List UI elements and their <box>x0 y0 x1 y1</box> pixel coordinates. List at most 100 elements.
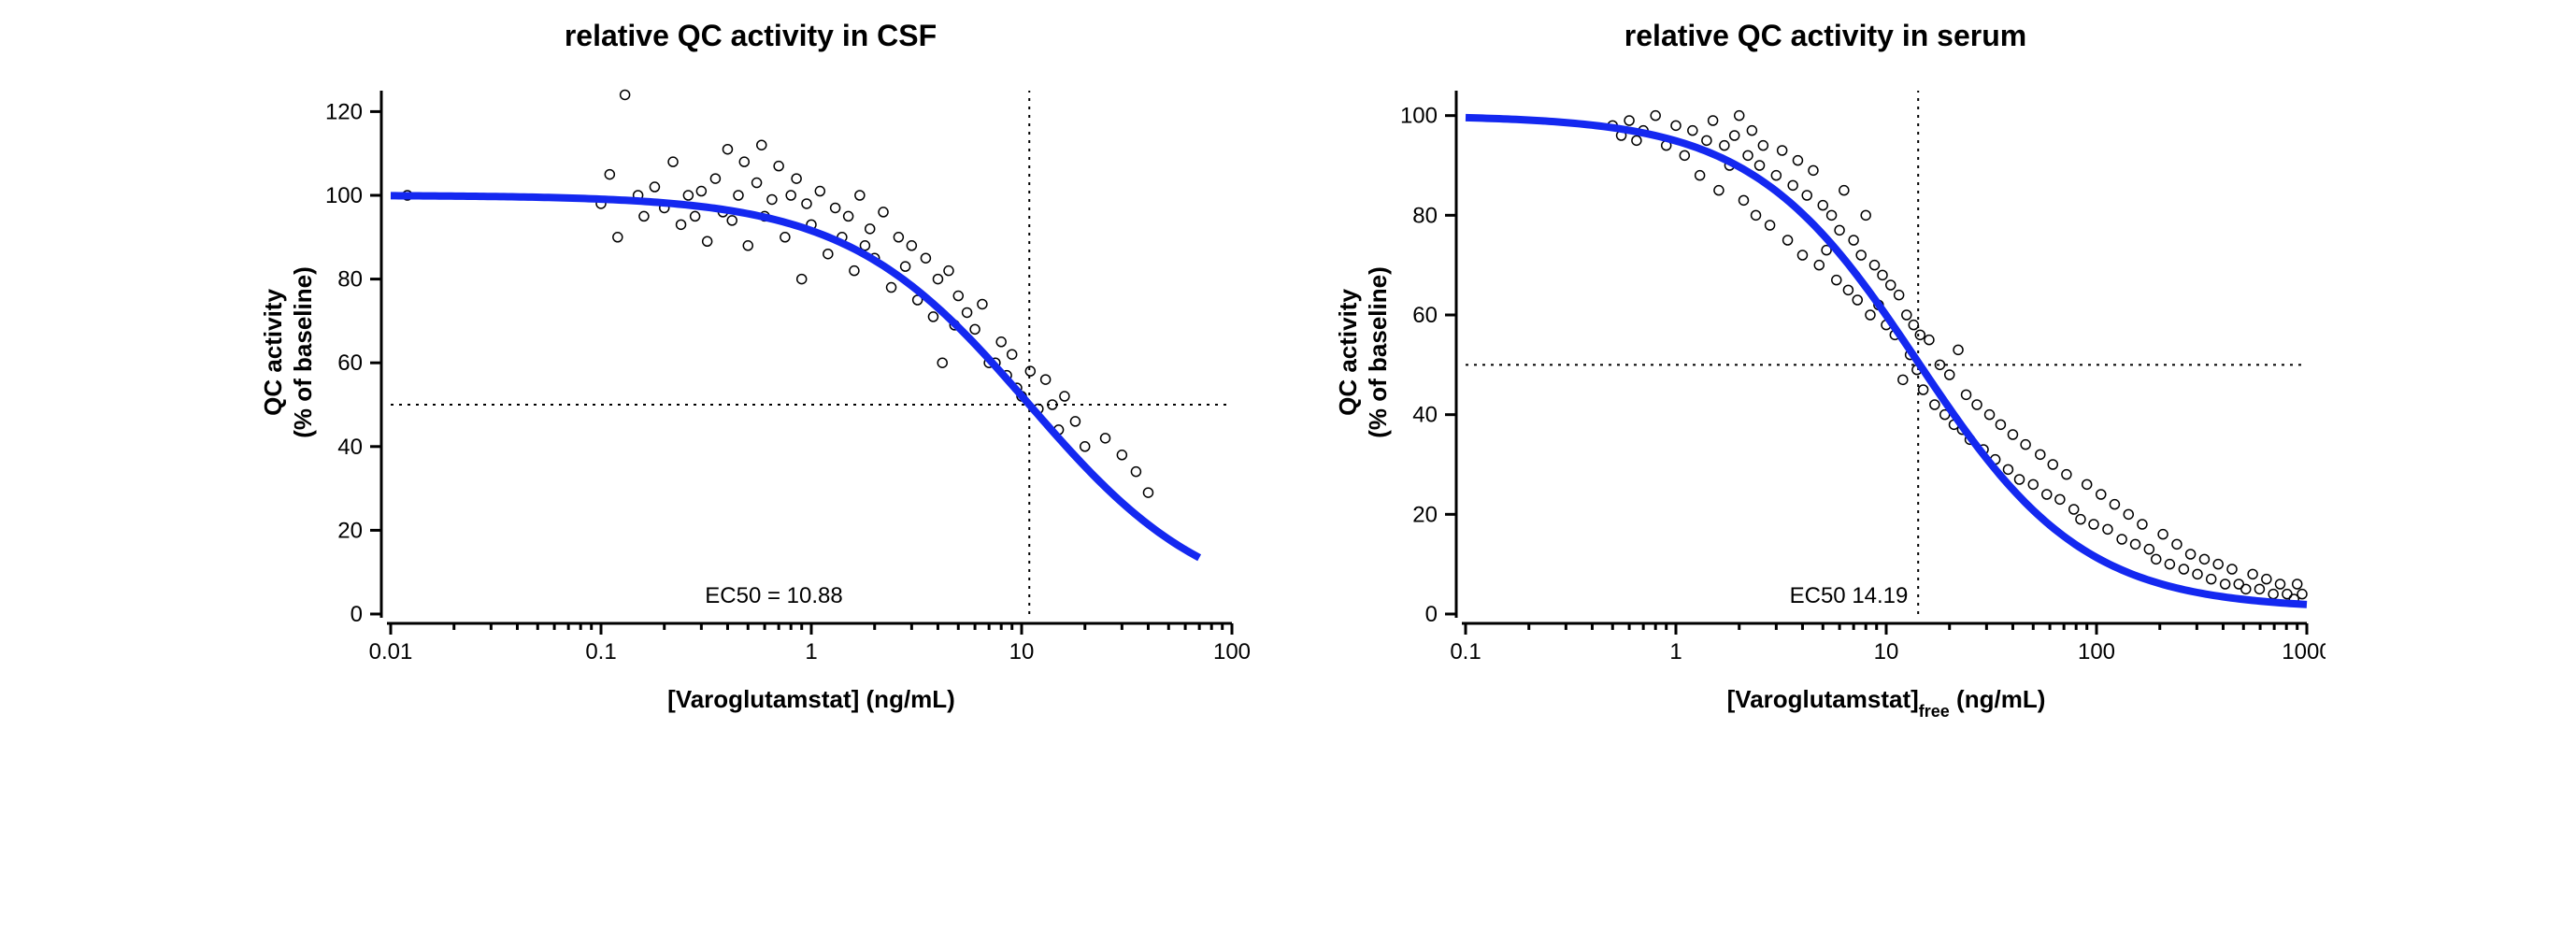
data-point <box>1778 146 1787 155</box>
x-tick-label: 1 <box>805 639 817 664</box>
data-point <box>831 203 840 212</box>
data-point <box>844 211 853 221</box>
data-point <box>2213 560 2223 569</box>
data-point <box>2227 564 2237 574</box>
data-point <box>1853 295 1862 305</box>
data-point <box>1919 385 1928 394</box>
data-point <box>752 179 762 188</box>
y-tick-label: 60 <box>337 350 363 376</box>
y-tick-label: 20 <box>1412 502 1438 527</box>
data-point <box>894 233 903 242</box>
data-point <box>1771 171 1781 180</box>
data-point <box>1632 136 1641 145</box>
y-tick-label: 60 <box>1412 303 1438 328</box>
data-point <box>1895 291 1904 300</box>
data-point <box>2262 575 2271 584</box>
data-point <box>815 187 824 196</box>
data-point <box>850 266 859 276</box>
data-point <box>1025 366 1035 376</box>
data-point <box>1902 310 1911 320</box>
data-point <box>650 182 659 192</box>
data-point <box>928 312 937 321</box>
data-point <box>1935 360 1944 369</box>
data-point <box>1651 111 1660 121</box>
data-point <box>2089 520 2098 529</box>
x-tick-label: 1000 <box>2282 639 2326 664</box>
data-point <box>2293 579 2302 589</box>
data-point <box>1866 310 1875 320</box>
y-tick-label: 80 <box>337 267 363 293</box>
data-point <box>1972 400 1982 409</box>
data-point <box>1680 150 1689 160</box>
data-point <box>780 233 790 242</box>
x-tick-label: 10 <box>1874 639 1899 664</box>
data-point <box>2131 539 2140 549</box>
data-point <box>2186 550 2196 559</box>
panel-csf: relative QC activity in CSF 0.010.111010… <box>250 19 1251 754</box>
data-point <box>855 191 865 200</box>
x-axis-label: [Varoglutamstat]free (ng/mL) <box>1727 685 2046 721</box>
data-point <box>734 191 743 200</box>
data-point <box>1755 161 1765 170</box>
chart-frame-serum: 0.11101001000020406080100QC activity(% o… <box>1325 63 2326 754</box>
data-point <box>953 292 963 301</box>
x-tick-label: 100 <box>1213 639 1251 664</box>
data-point <box>879 207 888 217</box>
fit-curve <box>391 195 1199 557</box>
data-point <box>2048 460 2057 469</box>
data-point <box>921 253 930 263</box>
y-axis-label-2: (% of baseline) <box>1364 266 1392 437</box>
data-point <box>743 241 752 250</box>
data-point <box>1878 270 1887 279</box>
data-point <box>621 90 630 99</box>
data-point <box>2179 564 2188 574</box>
data-point <box>901 262 910 271</box>
data-point <box>2144 545 2154 554</box>
data-point <box>797 275 807 284</box>
data-point <box>1671 121 1681 130</box>
data-point <box>2158 530 2168 539</box>
data-point <box>1101 434 1110 443</box>
data-point <box>1624 116 1634 125</box>
data-point <box>739 157 749 166</box>
data-point <box>677 220 686 229</box>
data-point <box>1743 150 1753 160</box>
data-point <box>774 162 783 171</box>
data-point <box>723 145 732 154</box>
y-tick-label: 40 <box>337 435 363 460</box>
data-point <box>1962 390 1971 399</box>
data-point <box>1060 392 1069 401</box>
data-point <box>1788 180 1797 190</box>
data-point <box>683 191 693 200</box>
data-point <box>1752 210 1761 220</box>
data-point <box>2003 464 2012 474</box>
panel-serum: relative QC activity in serum 0.11101001… <box>1325 19 2326 754</box>
data-point <box>605 170 614 179</box>
data-point <box>1856 250 1866 260</box>
data-point <box>2138 520 2147 529</box>
data-point <box>1930 400 1939 409</box>
data-point <box>1070 417 1080 426</box>
data-point <box>866 224 875 234</box>
data-point <box>1925 336 1934 345</box>
data-point <box>1117 450 1126 460</box>
panel-title-csf: relative QC activity in CSF <box>565 19 937 53</box>
data-point <box>944 266 953 276</box>
y-tick-label: 40 <box>1412 403 1438 428</box>
data-point <box>1898 375 1908 384</box>
data-point <box>1843 285 1853 294</box>
fit-curve <box>1466 118 2307 605</box>
data-point <box>1809 165 1818 175</box>
data-point <box>2097 490 2106 499</box>
y-tick-label: 80 <box>1412 203 1438 228</box>
data-point <box>2124 509 2133 519</box>
data-point <box>1735 111 1744 121</box>
data-point <box>767 194 777 204</box>
data-point <box>1839 186 1849 195</box>
data-point <box>1709 116 1718 125</box>
data-point <box>1945 370 1954 379</box>
data-point <box>2069 505 2079 514</box>
data-point <box>1008 350 1017 359</box>
data-point <box>1080 442 1090 451</box>
data-point <box>2008 430 2017 439</box>
